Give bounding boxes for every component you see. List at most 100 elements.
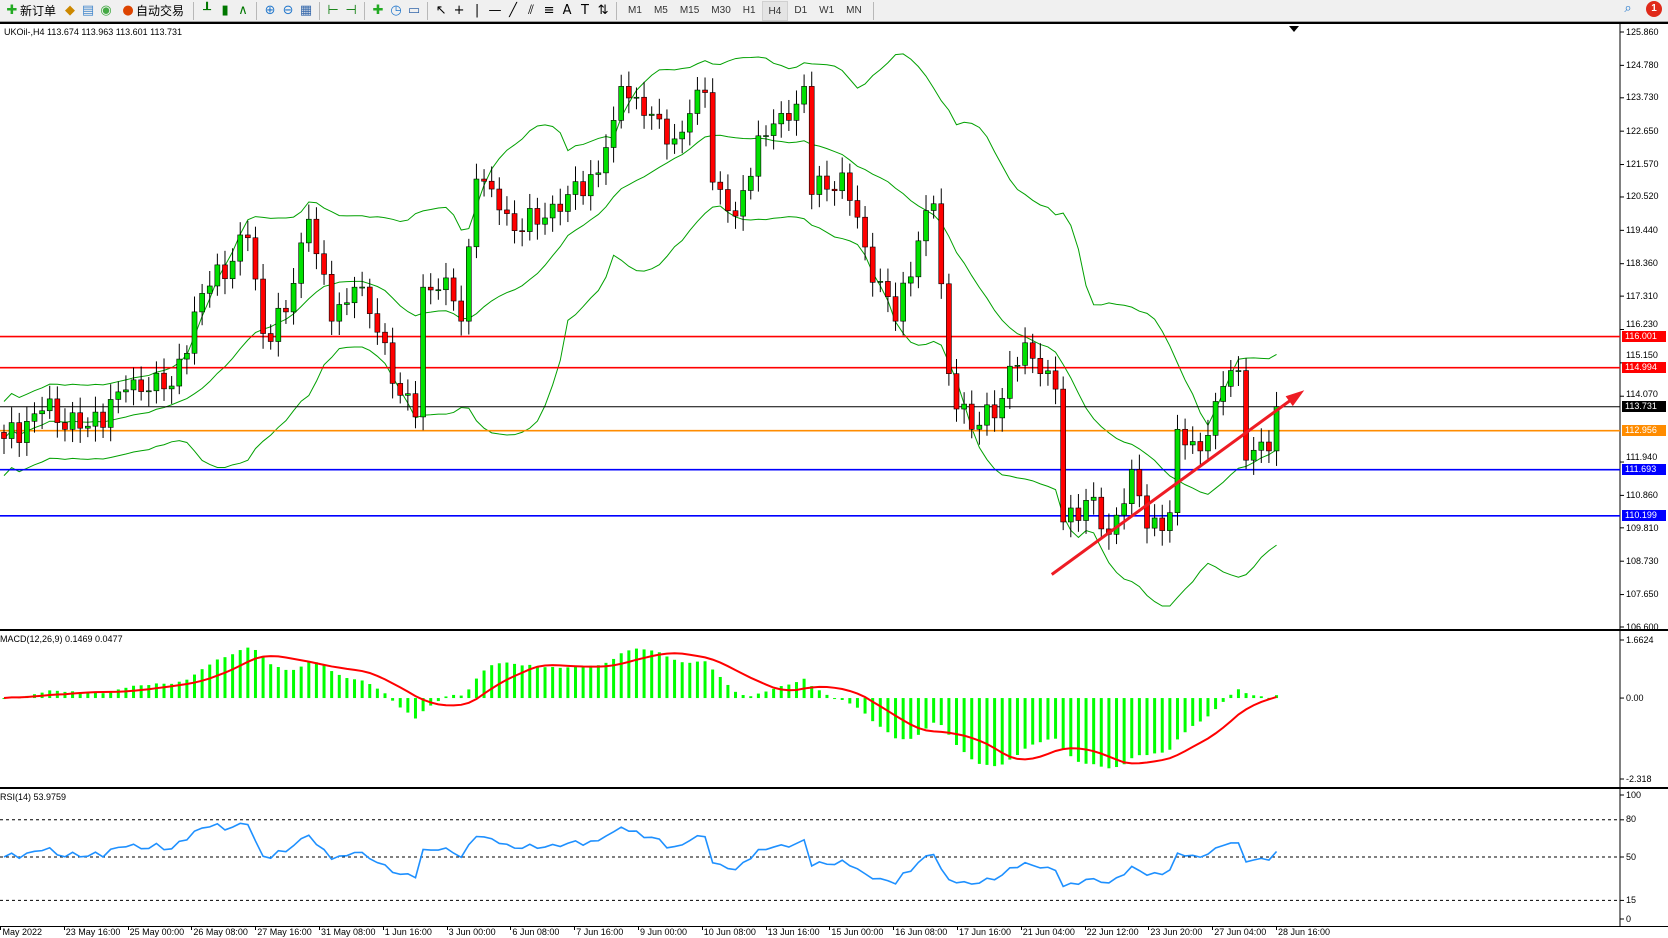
periods-icon[interactable]: ◷ — [390, 2, 402, 18]
auto-trading-button[interactable]: ● 自动交易 — [116, 1, 188, 21]
timeframe-h1[interactable]: H1 — [742, 4, 756, 16]
market-watch-icon[interactable]: ◆ — [65, 2, 76, 18]
timeframe-mn[interactable]: MN — [846, 4, 862, 16]
candle — [24, 420, 30, 443]
indicators-icon[interactable]: ✚ — [372, 2, 384, 18]
equidistant-channel-icon[interactable]: ⫽ — [528, 2, 534, 18]
candle — [938, 203, 945, 285]
candle — [633, 96, 640, 99]
candle — [1007, 365, 1013, 399]
price-tick-label: 121.570 — [1626, 159, 1659, 170]
candle — [328, 274, 335, 322]
timeframe-d1[interactable]: D1 — [794, 4, 808, 16]
bollinger-middle — [3, 134, 1277, 495]
timeframe-m5[interactable]: M5 — [653, 4, 668, 16]
macd-label: MACD(12,26,9) 0.1469 0.0477 — [0, 634, 123, 644]
navigator-icon[interactable]: ▤ — [81, 2, 95, 18]
candle — [54, 398, 61, 423]
signals-icon[interactable]: ◉ — [100, 2, 112, 18]
candle — [534, 208, 541, 225]
templates-icon[interactable]: ▭ — [407, 2, 421, 18]
macd-bar — [787, 684, 791, 699]
candle — [968, 403, 975, 430]
rsi-pane[interactable]: RSI(14) 53.9759 100 80 50 15 0 — [0, 787, 1668, 926]
time-label: 27 Jun 04:00 — [1214, 927, 1267, 937]
autoscroll-icon[interactable]: ⊣ — [345, 2, 357, 18]
macd-bar — [657, 652, 661, 699]
candle — [382, 331, 388, 344]
tile-windows-icon[interactable]: ▦ — [299, 2, 313, 18]
text-icon[interactable]: A — [562, 2, 572, 18]
new-order-button[interactable]: ✚ 新订单 — [0, 1, 60, 21]
vertical-line-icon[interactable]: | — [474, 2, 480, 18]
candle — [1014, 365, 1021, 367]
trendline-icon[interactable]: ╱ — [509, 2, 517, 18]
macd-signal-line — [3, 652, 1277, 765]
macd-bar — [1107, 698, 1111, 769]
candle — [618, 86, 625, 121]
horizontal-line-icon[interactable]: — — [488, 2, 502, 18]
text-label-icon[interactable]: T — [581, 2, 589, 18]
candle — [1022, 342, 1028, 366]
macd-bar — [962, 698, 966, 753]
timeframe-m15[interactable]: M15 — [679, 4, 700, 16]
search-icon[interactable]: ⌕ — [1624, 1, 1632, 16]
time-tick — [319, 927, 320, 930]
price-level-tag: 111.693 — [1622, 464, 1666, 476]
fibonacci-icon[interactable]: ≡ — [543, 2, 555, 18]
macd-bar — [459, 695, 463, 699]
candle — [275, 307, 282, 342]
candle — [305, 218, 312, 244]
arrows-icon[interactable]: ⇅ — [597, 2, 609, 18]
time-tick — [638, 927, 639, 930]
candle — [565, 194, 571, 212]
macd-bar — [558, 667, 562, 699]
cursor-icon[interactable]: ↖ — [435, 2, 447, 18]
candle — [915, 240, 922, 278]
macd-bar — [1061, 698, 1065, 750]
time-label: 17 Jun 16:00 — [959, 927, 1012, 937]
price-tick-label: 123.730 — [1626, 92, 1659, 103]
trend-arrow-head — [1285, 390, 1305, 407]
notification-badge[interactable]: 1 — [1646, 1, 1662, 17]
crosshair-icon[interactable]: + — [453, 2, 465, 18]
macd-bar — [269, 664, 273, 699]
candle — [222, 264, 228, 280]
macd-bar — [1084, 698, 1088, 764]
separator — [319, 1, 321, 20]
candle — [763, 135, 769, 137]
macd-bar — [642, 649, 646, 699]
candle — [184, 352, 190, 360]
price-tick-label: 120.520 — [1626, 191, 1659, 202]
candle — [511, 213, 518, 231]
candle — [717, 181, 724, 190]
candle — [199, 293, 205, 313]
candle — [892, 296, 899, 322]
time-label: 26 May 08:00 — [193, 927, 248, 937]
candle — [1068, 507, 1074, 523]
time-label: 27 May 16:00 — [257, 927, 312, 937]
price-tick-label: 107.650 — [1626, 589, 1659, 600]
timeframe-m1[interactable]: M1 — [628, 4, 642, 16]
macd-pane[interactable]: MACD(12,26,9) 0.1469 0.0477 1.6624 0.00 -2… — [0, 629, 1668, 787]
zoom-out-icon[interactable]: ⊖ — [282, 2, 294, 18]
candlestick-icon[interactable]: ▮ — [221, 2, 229, 18]
separator — [364, 1, 366, 20]
timeframe-m30[interactable]: M30 — [711, 4, 731, 16]
chart-shift-icon[interactable]: ⊢ — [327, 2, 339, 18]
time-tick — [1212, 927, 1214, 930]
time-label: 23 Jun 20:00 — [1150, 927, 1203, 937]
timeframe-w1[interactable]: W1 — [819, 4, 835, 16]
macd-bar — [680, 662, 684, 699]
candle — [427, 286, 434, 291]
candle — [1273, 406, 1280, 452]
candle — [1, 432, 7, 439]
line-chart-icon[interactable]: ∧ — [238, 2, 248, 18]
bar-chart-icon[interactable]: ┸ — [203, 2, 211, 18]
separator — [427, 1, 429, 20]
candle — [1060, 388, 1066, 523]
zoom-in-icon[interactable]: ⊕ — [264, 2, 276, 18]
macd-bar — [116, 689, 120, 699]
price-chart[interactable]: UKOil-,H4 113.674 113.963 113.601 113.73… — [0, 22, 1668, 632]
timeframe-h4[interactable]: H4 — [761, 0, 789, 21]
